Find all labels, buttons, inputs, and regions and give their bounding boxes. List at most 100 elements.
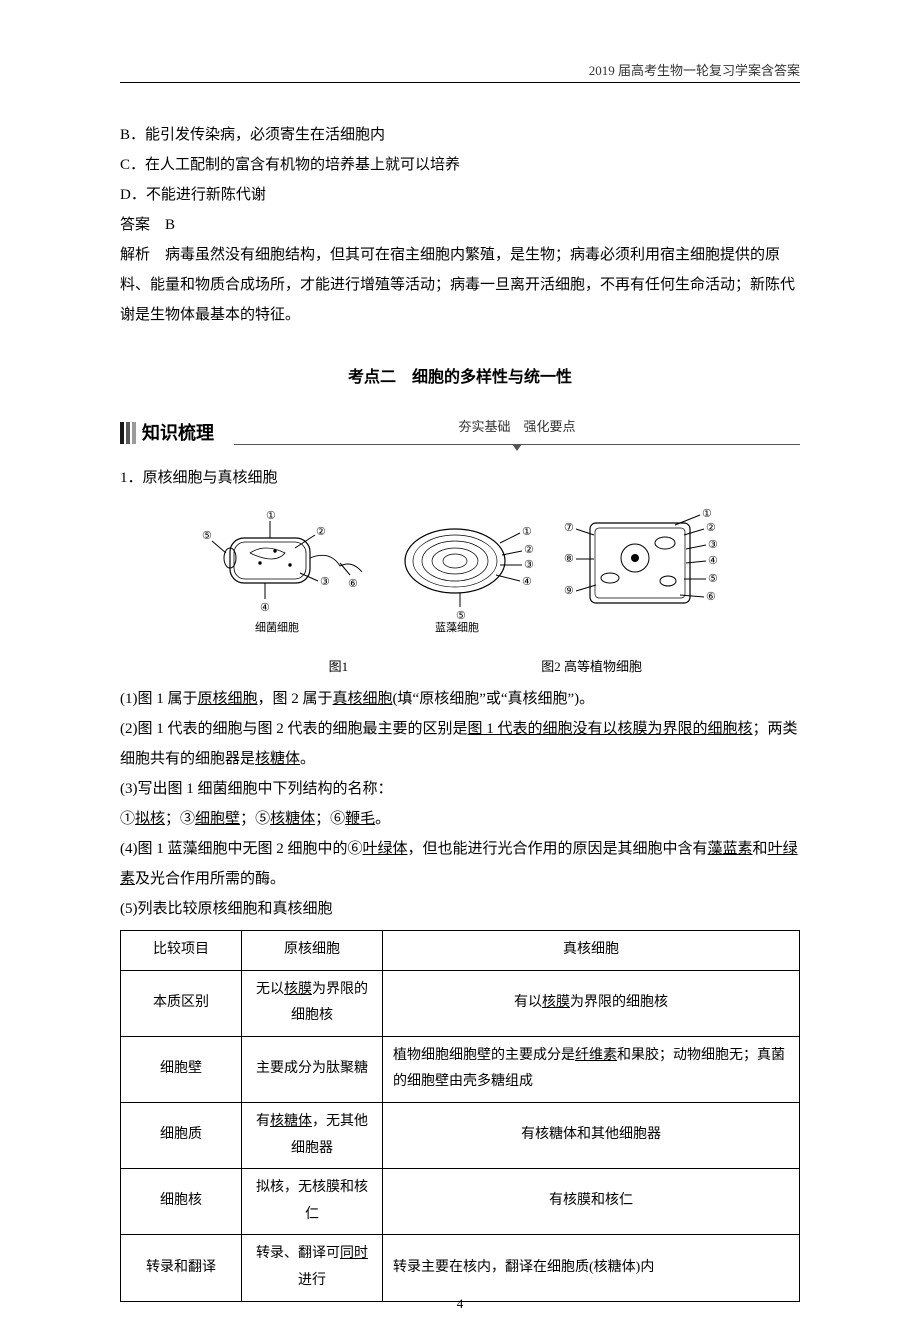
stripe	[126, 422, 130, 444]
section-title: 考点二 细胞的多样性与统一性	[120, 362, 800, 394]
svg-text:⑥: ⑥	[706, 591, 716, 603]
page-number: 4	[0, 1296, 920, 1312]
text: ①	[120, 811, 135, 827]
cell: 有核糖体和其他细胞器	[383, 1102, 800, 1168]
svg-text:②: ②	[316, 526, 326, 538]
cell: 有核糖体，无其他细胞器	[242, 1102, 383, 1168]
text: 和	[753, 841, 768, 857]
divider-line	[234, 444, 800, 445]
comparison-table: 比较项目 原核细胞 真核细胞 本质区别无以核膜为界限的细胞核有以核膜为界限的细胞…	[120, 930, 800, 1302]
svg-text:①: ①	[522, 526, 532, 538]
svg-text:①: ①	[266, 510, 276, 522]
caption-fig1: 图1	[208, 654, 468, 680]
q4: (4)图 1 蓝藻细胞中无图 2 细胞中的⑥叶绿体，但也能进行光合作用的原因是其…	[120, 834, 800, 894]
q1: (1)图 1 属于原核细胞，图 2 属于真核细胞(填“原核细胞”或“真核细胞”)…	[120, 684, 800, 714]
option-b: B．能引发传染病，必须寄生在活细胞内	[120, 120, 800, 150]
th: 比较项目	[121, 931, 242, 971]
table-row: 细胞核拟核，无核膜和核仁有核膜和核仁	[121, 1169, 800, 1235]
blank: 叶绿体	[363, 841, 408, 857]
table-row: 细胞壁主要成分为肽聚糖植物细胞细胞壁的主要成分是纤维素和果胶；动物细胞无；真菌的…	[121, 1036, 800, 1102]
table-row: 转录和翻译转录、翻译可同时进行转录主要在核内，翻译在细胞质(核糖体)内	[121, 1235, 800, 1301]
option-d: D．不能进行新陈代谢	[120, 180, 800, 210]
svg-text:①: ①	[702, 508, 712, 520]
plant-cell: ① ② ③ ④ ⑤ ⑥ ⑦ ⑧ ⑨	[564, 508, 718, 603]
svg-text:④: ④	[708, 555, 718, 567]
row-head: 本质区别	[121, 970, 242, 1036]
cell: 拟核，无核膜和核仁	[242, 1169, 383, 1235]
cell: 主要成分为肽聚糖	[242, 1036, 383, 1102]
text: 。	[375, 811, 390, 827]
text: 。	[300, 751, 315, 767]
svg-text:③: ③	[708, 539, 718, 551]
svg-text:④: ④	[522, 576, 532, 588]
header-rule	[120, 82, 800, 83]
q5: (5)列表比较原核细胞和真核细胞	[120, 894, 800, 924]
option-c: C．在人工配制的富含有机物的培养基上就可以培养	[120, 150, 800, 180]
cell: 无以核膜为界限的细胞核	[242, 970, 383, 1036]
blank: 图 1 代表的细胞没有以核膜为界限的细胞核	[468, 721, 753, 737]
cells-diagram-svg: ① ② ③ ④ ⑤ ⑥ ① ②	[200, 503, 720, 643]
blank: 核糖体	[255, 751, 300, 767]
row-head: 转录和翻译	[121, 1235, 242, 1301]
stripe	[132, 422, 136, 444]
knowledge-header: 知识梳理 夯实基础 强化要点	[120, 414, 800, 445]
table-row: 细胞质有核糖体，无其他细胞器有核糖体和其他细胞器	[121, 1102, 800, 1168]
cell: 植物细胞细胞壁的主要成分是纤维素和果胶；动物细胞无；真菌的细胞壁由壳多糖组成	[383, 1036, 800, 1102]
row-head: 细胞核	[121, 1169, 242, 1235]
stripe-icon	[120, 422, 138, 444]
blank: 核糖体	[270, 811, 315, 827]
q3: (3)写出图 1 细菌细胞中下列结构的名称：	[120, 774, 800, 804]
header-note: 2019 届高考生物一轮复习学案含答案	[589, 60, 800, 79]
blank: 拟核	[135, 811, 165, 827]
cell: 转录、翻译可同时进行	[242, 1235, 383, 1301]
row-head: 细胞质	[121, 1102, 242, 1168]
figure-caption: 图1 图2 高等植物细胞	[120, 654, 800, 680]
heading-1: 1．原核细胞与真核细胞	[120, 463, 800, 493]
knowledge-subline: 夯实基础 强化要点	[234, 414, 800, 445]
svg-text:⑤: ⑤	[708, 573, 718, 585]
cell: 有核膜和核仁	[383, 1169, 800, 1235]
table-row: 本质区别无以核膜为界限的细胞核有以核膜为界限的细胞核	[121, 970, 800, 1036]
blank: 真核细胞	[333, 691, 393, 707]
svg-text:⑧: ⑧	[564, 553, 574, 565]
svg-text:⑤: ⑤	[456, 610, 466, 622]
knowledge-tag: 知识梳理	[120, 421, 214, 445]
svg-text:细菌细胞: 细菌细胞	[255, 621, 299, 634]
svg-text:⑦: ⑦	[564, 522, 574, 534]
table-header-row: 比较项目 原核细胞 真核细胞	[121, 931, 800, 971]
text: ，但也能进行光合作用的原因是其细胞中含有	[408, 841, 708, 857]
th: 原核细胞	[242, 931, 383, 971]
figure-cells: ① ② ③ ④ ⑤ ⑥ ① ②	[120, 503, 800, 680]
svg-text:③: ③	[524, 559, 534, 571]
svg-text:④: ④	[260, 602, 270, 614]
blank: 鞭毛	[345, 811, 375, 827]
text: (4)图 1 蓝藻细胞中无图 2 细胞中的⑥	[120, 841, 363, 857]
svg-text:②: ②	[706, 522, 716, 534]
blank: 原核细胞	[198, 691, 258, 707]
svg-text:②: ②	[524, 544, 534, 556]
caption-fig2: 图2 高等植物细胞	[472, 654, 712, 680]
row-head: 细胞壁	[121, 1036, 242, 1102]
th: 真核细胞	[383, 931, 800, 971]
text: (2)图 1 代表的细胞与图 2 代表的细胞最主要的区别是	[120, 721, 468, 737]
svg-text:⑨: ⑨	[564, 585, 574, 597]
knowledge-subtext: 夯实基础 强化要点	[458, 419, 575, 434]
knowledge-label: 知识梳理	[142, 415, 214, 451]
blank: 细胞壁	[195, 811, 240, 827]
text: ，图 2 属于	[258, 691, 333, 707]
text: ；⑥	[315, 811, 345, 827]
q2: (2)图 1 代表的细胞与图 2 代表的细胞最主要的区别是图 1 代表的细胞没有…	[120, 714, 800, 774]
bacteria-cell: ① ② ③ ④ ⑤ ⑥	[202, 510, 362, 614]
text: (1)图 1 属于	[120, 691, 198, 707]
text: ；③	[165, 811, 195, 827]
blank: 藻蓝素	[708, 841, 753, 857]
svg-text:蓝藻细胞: 蓝藻细胞	[435, 621, 479, 634]
explanation: 解析 病毒虽然没有细胞结构，但其可在宿主细胞内繁殖，是生物；病毒必须利用宿主细胞…	[120, 240, 800, 330]
content: B．能引发传染病，必须寄生在活细胞内 C．在人工配制的富含有机物的培养基上就可以…	[120, 120, 800, 1302]
svg-text:③: ③	[320, 576, 330, 588]
svg-text:⑥: ⑥	[348, 578, 358, 590]
cyanobacteria-cell: ① ② ③ ④ ⑤	[405, 526, 534, 622]
stripe	[120, 422, 124, 444]
cell: 转录主要在核内，翻译在细胞质(核糖体)内	[383, 1235, 800, 1301]
text: 及光合作用所需的酶。	[135, 871, 285, 887]
